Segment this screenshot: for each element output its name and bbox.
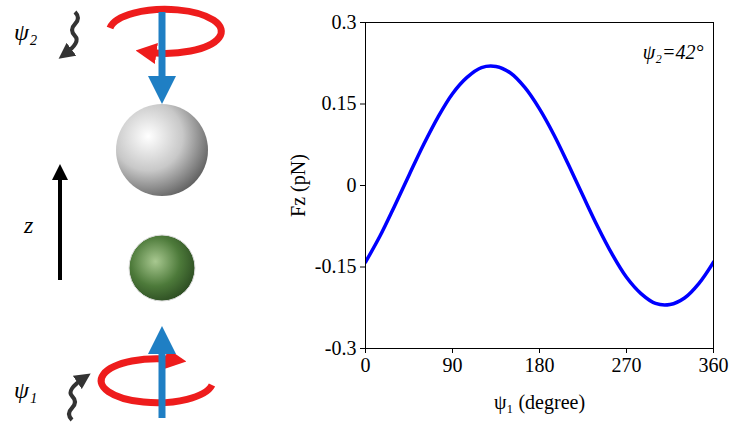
svg-text:Fz (pN): Fz (pN) [287, 154, 310, 217]
svg-text:0.3: 0.3 [332, 11, 357, 33]
svg-text:ψ₂: ψ₂ [14, 19, 37, 45]
svg-text:0: 0 [347, 174, 357, 196]
svg-text:ψ₂=42°: ψ₂=42° [643, 41, 704, 64]
svg-text:270: 270 [612, 354, 642, 376]
svg-text:z: z [23, 212, 34, 238]
svg-text:360: 360 [699, 354, 729, 376]
svg-text:ψ₁ (degree): ψ₁ (degree) [494, 391, 585, 414]
svg-text:ψ₁: ψ₁ [14, 377, 37, 403]
svg-text:-0.3: -0.3 [325, 337, 357, 359]
svg-text:0.15: 0.15 [322, 92, 357, 114]
svg-text:90: 90 [443, 354, 463, 376]
svg-text:0: 0 [361, 354, 371, 376]
svg-text:-0.15: -0.15 [315, 255, 357, 277]
svg-text:180: 180 [525, 354, 555, 376]
